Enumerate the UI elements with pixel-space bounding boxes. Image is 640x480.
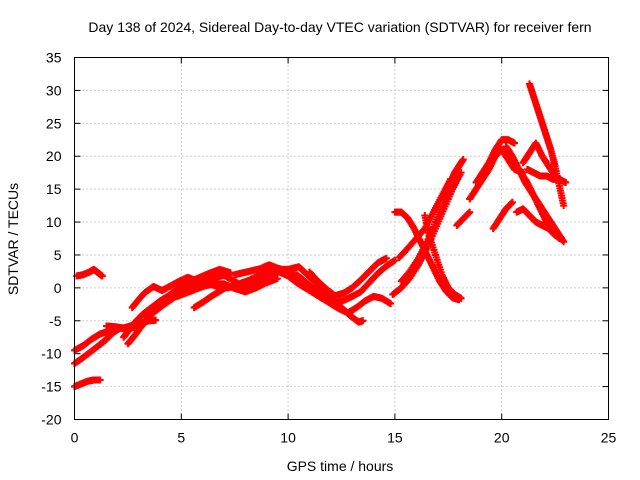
data-point [226, 269, 234, 277]
series-track-24 [472, 136, 519, 187]
data-point [457, 169, 465, 177]
data-point [459, 156, 467, 164]
y-tick-label: 30 [46, 82, 62, 98]
data-point [558, 235, 566, 242]
series-track-19 [397, 182, 454, 285]
data-point [562, 179, 570, 187]
data-point [551, 172, 559, 180]
data-point [382, 254, 390, 262]
x-tick-label: 20 [494, 430, 510, 446]
data-point [391, 256, 399, 264]
data-point [466, 208, 474, 216]
series-track-22 [453, 208, 474, 229]
plot-frame [74, 57, 609, 420]
y-tick-label: 10 [46, 214, 62, 230]
series-track-4 [73, 265, 106, 280]
series-track-10 [190, 282, 232, 312]
x-tick-label: 25 [601, 430, 617, 446]
y-tick-label: -5 [49, 313, 62, 329]
y-tick-label: 25 [46, 115, 62, 131]
x-tick-label: 5 [177, 430, 185, 446]
x-tick-label: 10 [280, 430, 296, 446]
data-point [359, 317, 367, 325]
data-point [96, 376, 104, 384]
x-axis-label: GPS time / hours [287, 458, 394, 474]
y-tick-label: 35 [46, 50, 62, 66]
data-points [71, 80, 570, 391]
data-point [327, 292, 335, 300]
y-axis-label: SDTVAR / TECUs [5, 183, 21, 295]
series-track-31 [519, 139, 559, 180]
series-track-21 [446, 156, 467, 187]
data-point [511, 139, 519, 147]
data-point [508, 198, 516, 206]
series-track-28 [513, 205, 566, 242]
data-point [273, 275, 281, 283]
y-tick-label: -10 [41, 346, 61, 362]
y-tick-label: 15 [46, 181, 62, 197]
data-point [98, 272, 106, 280]
x-tick-label: 0 [71, 430, 79, 446]
y-tick-label: 20 [46, 148, 62, 164]
chart-title: Day 138 of 2024, Sidereal Day-to-day VTE… [88, 19, 591, 35]
series-track-14 [305, 254, 390, 300]
x-tick-label: 15 [387, 430, 403, 446]
y-tick-label: -15 [41, 379, 61, 395]
y-tick-label: 5 [54, 247, 62, 263]
series-track-15 [258, 267, 335, 302]
ticks: 0 5 10 15 20 25 -20 -15 -10 -5 0 5 10 15 20 25 30 35 [41, 50, 616, 446]
series-track-20 [421, 211, 465, 302]
y-tick-label: 0 [54, 280, 62, 296]
data-point [457, 294, 465, 302]
y-tick-label: -20 [41, 412, 61, 428]
data-point [152, 316, 160, 324]
series-track-25 [489, 198, 516, 233]
data-point [387, 300, 395, 308]
data-point [560, 202, 568, 210]
data-point [224, 282, 232, 290]
series-track-3 [71, 376, 104, 391]
grid [74, 57, 609, 420]
